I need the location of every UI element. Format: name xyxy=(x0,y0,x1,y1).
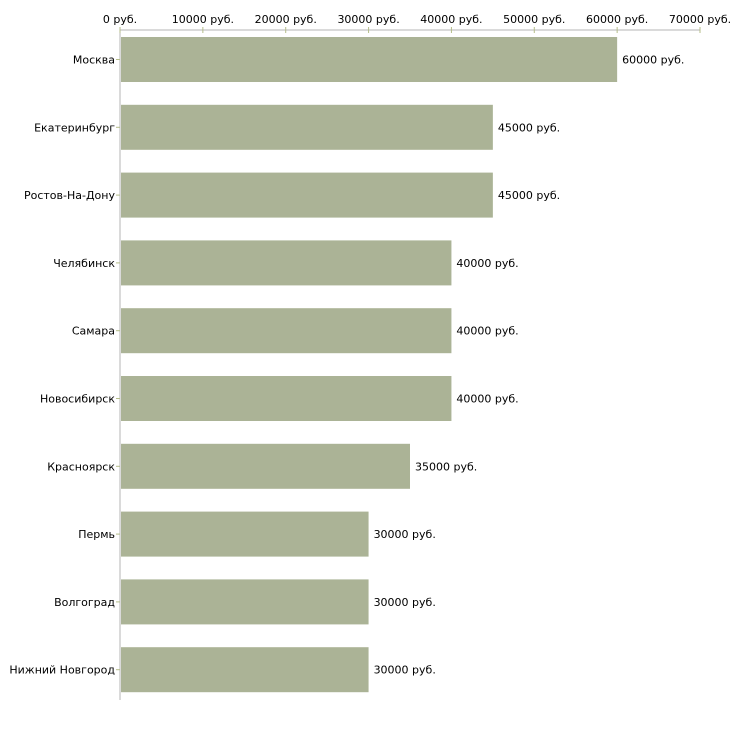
bar xyxy=(121,376,452,421)
bar xyxy=(121,172,493,218)
category-label: Самара xyxy=(72,325,115,338)
data-label: 30000 руб. xyxy=(374,596,436,609)
data-label: 45000 руб. xyxy=(498,189,560,202)
x-tick-label: 10000 руб. xyxy=(172,13,234,26)
bar xyxy=(121,443,410,489)
data-label: 45000 руб. xyxy=(498,121,560,134)
x-tick-label: 0 руб. xyxy=(103,13,137,26)
x-tick-label: 20000 руб. xyxy=(255,13,317,26)
bar xyxy=(121,308,452,354)
data-label: 60000 руб. xyxy=(622,54,684,67)
bar xyxy=(121,647,369,693)
category-label: Екатеринбург xyxy=(34,121,115,134)
data-label: 40000 руб. xyxy=(456,325,518,338)
category-label: Москва xyxy=(73,54,115,67)
x-tick-label: 50000 руб. xyxy=(503,13,565,26)
bar xyxy=(121,37,618,82)
category-label: Пермь xyxy=(78,528,115,541)
data-label: 40000 руб. xyxy=(456,257,518,270)
data-label: 35000 руб. xyxy=(415,460,477,473)
bar xyxy=(121,579,369,625)
data-label: 30000 руб. xyxy=(374,528,436,541)
x-tick-label: 40000 руб. xyxy=(420,13,482,26)
x-tick-label: 30000 руб. xyxy=(337,13,399,26)
category-label: Ростов-На-Дону xyxy=(24,189,115,202)
x-tick-label: 60000 руб. xyxy=(586,13,648,26)
category-label: Красноярск xyxy=(47,460,115,473)
x-tick-label: 70000 руб. xyxy=(669,13,730,26)
bar xyxy=(121,104,493,150)
bar xyxy=(121,511,369,557)
category-label: Челябинск xyxy=(53,257,115,270)
category-label: Нижний Новгород xyxy=(9,664,115,677)
data-label: 40000 руб. xyxy=(456,393,518,406)
category-label: Новосибирск xyxy=(40,393,115,406)
category-label: Волгоград xyxy=(54,596,115,609)
bar xyxy=(121,240,452,286)
data-label: 30000 руб. xyxy=(374,664,436,677)
